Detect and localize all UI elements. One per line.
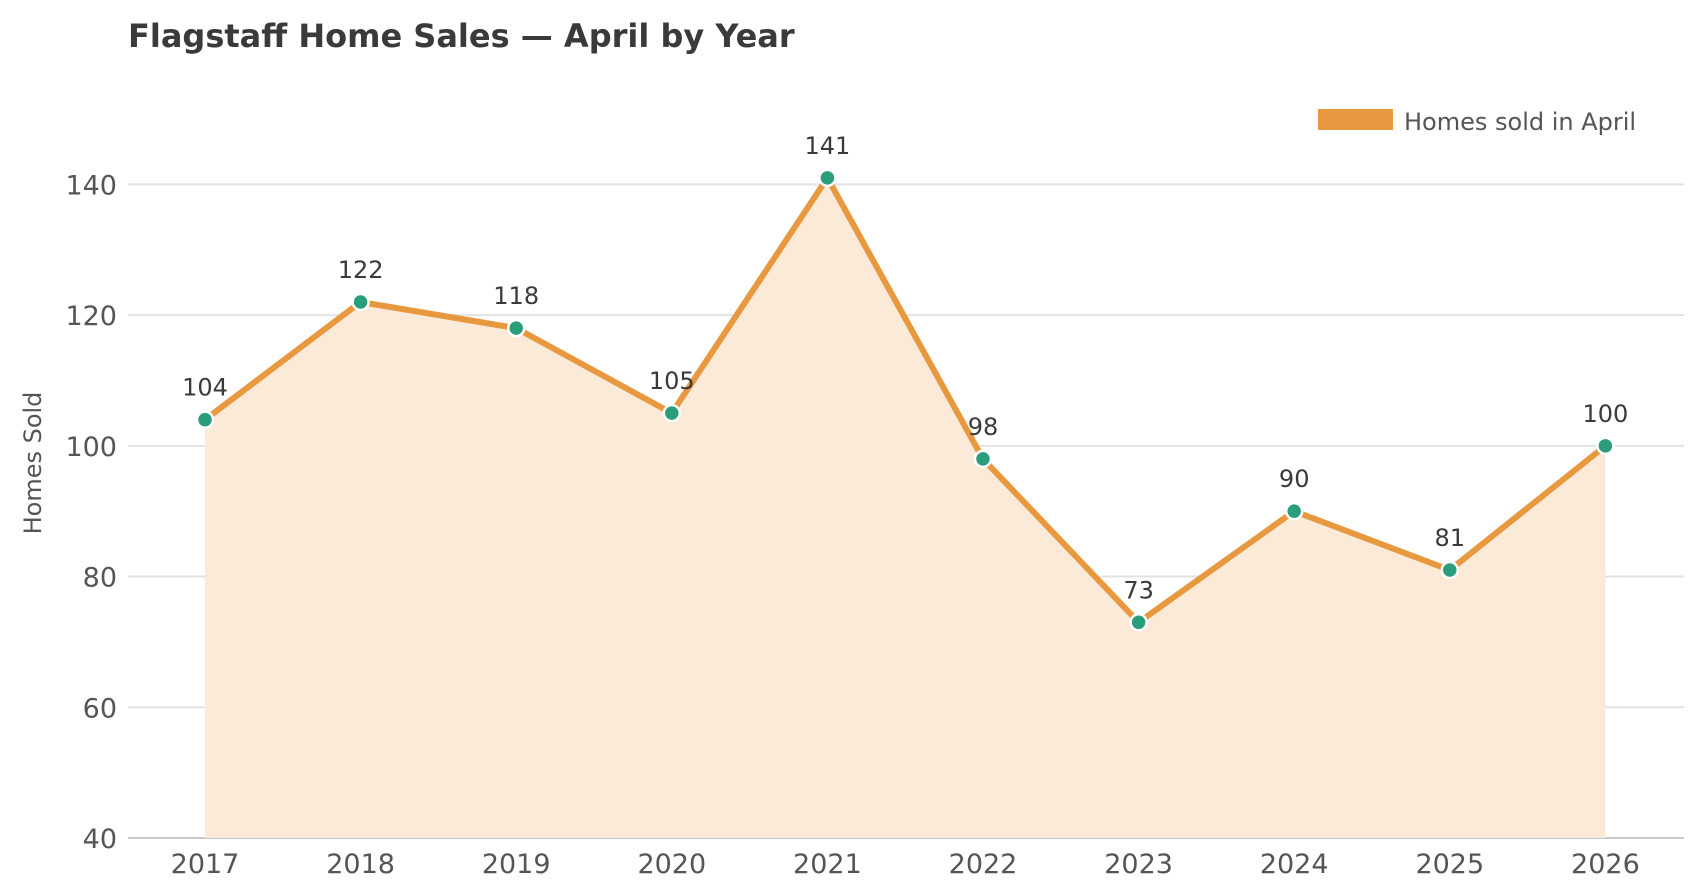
y-tick-label: 140 bbox=[65, 170, 117, 201]
y-tick-label: 60 bbox=[83, 693, 117, 724]
data-label: 98 bbox=[968, 413, 999, 441]
x-tick-label: 2022 bbox=[949, 849, 1018, 880]
legend-swatch bbox=[1318, 109, 1393, 130]
chart-title: Flagstaff Home Sales — April by Year bbox=[128, 17, 795, 55]
x-tick-label: 2019 bbox=[482, 849, 551, 880]
data-label-layer: 104 122 118 105 141 98 73 90 81 100 bbox=[182, 132, 1628, 604]
data-label: 122 bbox=[338, 256, 384, 284]
series-line bbox=[202, 174, 1609, 626]
data-point bbox=[195, 410, 215, 429]
data-label: 100 bbox=[1582, 400, 1628, 428]
area-fill bbox=[205, 177, 1606, 838]
x-tick-label: 2018 bbox=[326, 849, 395, 880]
data-label: 118 bbox=[493, 282, 539, 310]
x-tick-label: 2023 bbox=[1104, 849, 1173, 880]
y-tick-labels: 40 60 80 100 120 140 bbox=[65, 170, 117, 855]
data-label: 81 bbox=[1435, 524, 1466, 552]
data-point bbox=[973, 449, 993, 469]
data-point bbox=[818, 168, 837, 188]
x-tick-label: 2026 bbox=[1571, 849, 1640, 880]
data-point bbox=[506, 318, 526, 338]
data-label: 73 bbox=[1123, 576, 1154, 604]
data-point bbox=[1129, 613, 1148, 632]
y-tick-label: 100 bbox=[65, 432, 117, 463]
y-tick-label: 120 bbox=[65, 301, 117, 332]
data-label: 104 bbox=[182, 374, 228, 402]
data-label: 105 bbox=[649, 367, 695, 395]
x-tick-labels: 2017 2018 2019 2020 2021 2022 2023 2024 2025 2026 bbox=[171, 849, 1640, 880]
y-axis-label: Homes Sold bbox=[19, 392, 47, 535]
data-point bbox=[1440, 560, 1460, 580]
y-tick-label: 80 bbox=[83, 563, 117, 594]
x-tick-label: 2024 bbox=[1260, 849, 1329, 880]
legend-label: Homes sold in April bbox=[1404, 108, 1636, 136]
marker-layer bbox=[195, 168, 1615, 632]
area-layer bbox=[205, 177, 1606, 838]
y-tick-label: 40 bbox=[83, 824, 117, 855]
data-point bbox=[662, 403, 682, 423]
x-tick-label: 2020 bbox=[637, 849, 706, 880]
data-point bbox=[1284, 501, 1304, 521]
data-label: 90 bbox=[1279, 465, 1310, 493]
x-tick-label: 2021 bbox=[793, 849, 862, 880]
legend: Homes sold in April bbox=[1318, 108, 1636, 136]
data-label: 141 bbox=[804, 132, 850, 160]
line-layer bbox=[202, 174, 1609, 626]
x-tick-label: 2017 bbox=[171, 849, 240, 880]
data-point bbox=[1596, 436, 1615, 456]
x-tick-label: 2025 bbox=[1415, 849, 1484, 880]
data-point bbox=[351, 292, 370, 312]
